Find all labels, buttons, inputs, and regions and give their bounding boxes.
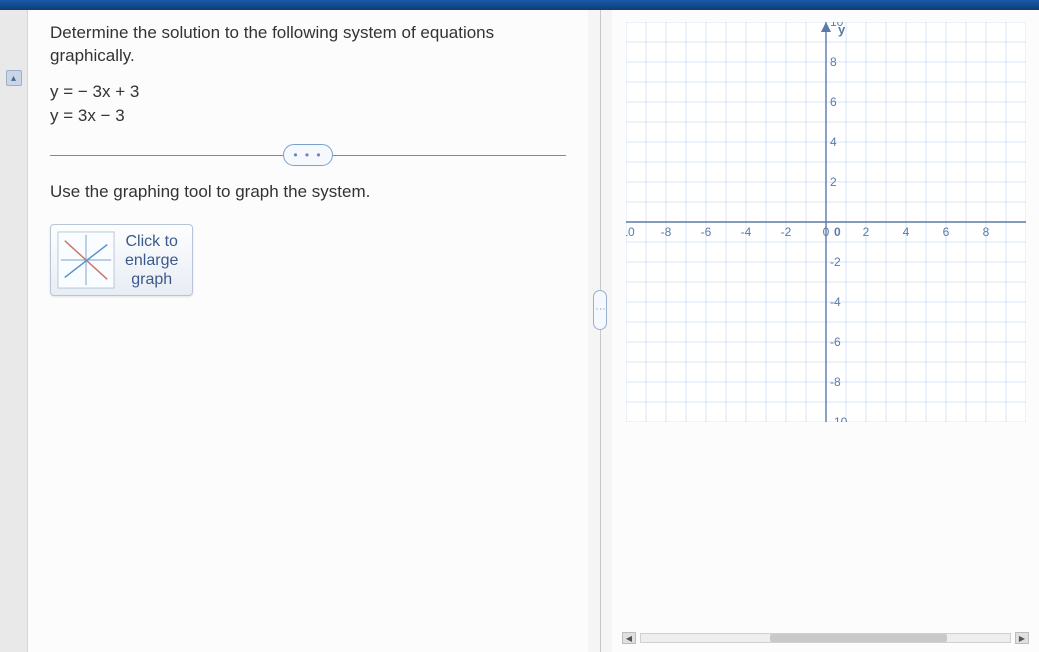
pane-resize-handle[interactable]: ⋮ bbox=[593, 290, 607, 330]
svg-text:4: 4 bbox=[903, 225, 910, 239]
triangle-left-icon: ◀ bbox=[626, 634, 632, 643]
drag-dots-icon: ⋮ bbox=[595, 304, 606, 316]
app-container: ▴ Determine the solution to the followin… bbox=[0, 10, 1039, 652]
enlarge-graph-button[interactable]: Click to enlarge graph bbox=[50, 224, 193, 296]
window-titlebar bbox=[0, 0, 1039, 10]
svg-text:-8: -8 bbox=[830, 375, 841, 389]
graph-pane: y-10-8-6-4-202468108642-2-4-6-8-100 ◀ ▶ bbox=[612, 10, 1039, 652]
svg-text:0: 0 bbox=[834, 225, 841, 239]
svg-text:-2: -2 bbox=[781, 225, 792, 239]
coordinate-grid[interactable]: y-10-8-6-4-202468108642-2-4-6-8-100 bbox=[626, 22, 1026, 422]
left-gutter: ▴ bbox=[0, 10, 28, 652]
ellipsis-icon: • • • bbox=[293, 148, 322, 162]
svg-text:8: 8 bbox=[830, 55, 837, 69]
equation-list: y = − 3x + 3 y = 3x − 3 bbox=[50, 80, 566, 128]
enlarge-graph-label: Click to enlarge graph bbox=[125, 232, 178, 290]
svg-text:6: 6 bbox=[830, 95, 837, 109]
question-prompt: Determine the solution to the following … bbox=[50, 22, 566, 68]
scroll-track[interactable] bbox=[640, 633, 1011, 643]
svg-text:-6: -6 bbox=[701, 225, 712, 239]
instruction-text: Use the graphing tool to graph the syste… bbox=[50, 182, 566, 202]
collapse-panel-button[interactable]: ▴ bbox=[6, 70, 22, 86]
scroll-thumb[interactable] bbox=[770, 634, 947, 642]
svg-text:-6: -6 bbox=[830, 335, 841, 349]
svg-text:0: 0 bbox=[823, 225, 830, 239]
triangle-right-icon: ▶ bbox=[1019, 634, 1025, 643]
svg-text:-10: -10 bbox=[830, 415, 848, 422]
question-pane: Determine the solution to the following … bbox=[28, 10, 588, 652]
more-options-button[interactable]: • • • bbox=[283, 144, 333, 166]
equation-2: y = 3x − 3 bbox=[50, 104, 566, 128]
svg-text:8: 8 bbox=[983, 225, 990, 239]
equation-1: y = − 3x + 3 bbox=[50, 80, 566, 104]
chevron-up-icon: ▴ bbox=[11, 73, 16, 84]
svg-text:-10: -10 bbox=[626, 225, 635, 239]
pane-divider: ⋮ bbox=[588, 10, 612, 652]
graph-thumbnail-icon bbox=[57, 231, 115, 289]
svg-text:2: 2 bbox=[863, 225, 870, 239]
svg-text:-2: -2 bbox=[830, 255, 841, 269]
svg-text:10: 10 bbox=[830, 22, 844, 29]
svg-text:6: 6 bbox=[943, 225, 950, 239]
svg-text:-8: -8 bbox=[661, 225, 672, 239]
svg-text:-4: -4 bbox=[830, 295, 841, 309]
divider-line bbox=[600, 10, 601, 652]
svg-text:-4: -4 bbox=[741, 225, 752, 239]
scroll-right-button[interactable]: ▶ bbox=[1015, 632, 1029, 644]
svg-text:2: 2 bbox=[830, 175, 837, 189]
scroll-left-button[interactable]: ◀ bbox=[622, 632, 636, 644]
section-divider: • • • bbox=[50, 155, 566, 156]
svg-text:4: 4 bbox=[830, 135, 837, 149]
horizontal-scrollbar[interactable]: ◀ ▶ bbox=[622, 632, 1029, 644]
